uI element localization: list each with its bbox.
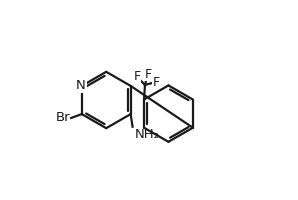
Text: F: F xyxy=(134,70,141,83)
Text: F: F xyxy=(152,76,159,89)
Text: N: N xyxy=(76,79,86,92)
Text: Br: Br xyxy=(55,111,70,124)
Text: F: F xyxy=(144,68,151,81)
Text: NH₂: NH₂ xyxy=(134,128,159,141)
